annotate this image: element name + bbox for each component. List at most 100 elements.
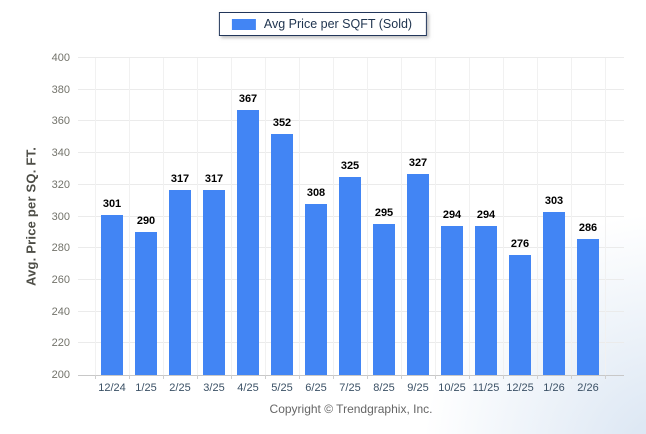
bar[interactable] bbox=[135, 232, 157, 375]
value-label: 303 bbox=[544, 194, 564, 207]
bar-slot: 290 1/25 bbox=[129, 58, 163, 394]
y-tick-label: 260 bbox=[51, 273, 70, 286]
bar[interactable] bbox=[305, 203, 327, 375]
value-label: 276 bbox=[510, 237, 530, 250]
value-label: 367 bbox=[238, 93, 258, 106]
x-tick-mark bbox=[605, 375, 606, 379]
vertical-grid-line bbox=[197, 58, 198, 375]
value-label: 295 bbox=[374, 207, 394, 220]
x-axis-label: 1/25 bbox=[135, 382, 157, 394]
bar[interactable] bbox=[203, 189, 225, 375]
value-label: 327 bbox=[408, 156, 428, 169]
x-tick-mark bbox=[469, 375, 470, 379]
bar[interactable] bbox=[407, 173, 429, 375]
y-tick-label: 200 bbox=[51, 369, 70, 381]
x-tick-mark bbox=[197, 375, 198, 379]
vertical-grid-line bbox=[299, 58, 300, 375]
vertical-grid-line bbox=[537, 58, 538, 375]
bar-slot: 294 10/25 bbox=[435, 58, 469, 394]
x-axis-label: 5/25 bbox=[271, 382, 293, 394]
value-label: 317 bbox=[170, 172, 190, 185]
bar[interactable] bbox=[509, 254, 531, 375]
vertical-grid-line bbox=[231, 58, 232, 375]
value-label: 294 bbox=[442, 209, 462, 222]
value-label: 290 bbox=[136, 215, 156, 228]
value-label: 294 bbox=[476, 209, 496, 222]
x-axis-label: 2/25 bbox=[169, 382, 191, 394]
x-tick-mark bbox=[571, 375, 572, 379]
y-tick-label: 380 bbox=[51, 83, 70, 96]
bar-slot: 317 3/25 bbox=[197, 58, 231, 394]
bar[interactable] bbox=[373, 224, 395, 375]
bar[interactable] bbox=[543, 211, 565, 375]
bar-slot: 325 7/25 bbox=[333, 58, 367, 394]
bar-slot: 301 12/24 bbox=[95, 58, 129, 394]
bar-slot: 308 6/25 bbox=[299, 58, 333, 394]
bar-slot: 317 2/25 bbox=[163, 58, 197, 394]
vertical-grid-line bbox=[435, 58, 436, 375]
vertical-grid-line bbox=[95, 58, 96, 375]
grid-line bbox=[78, 120, 624, 122]
y-tick-label: 400 bbox=[51, 52, 70, 64]
legend-label: Avg Price per SQFT (Sold) bbox=[263, 17, 413, 31]
x-tick-mark bbox=[231, 375, 232, 379]
legend[interactable]: Avg Price per SQFT (Sold) bbox=[218, 12, 428, 36]
legend-swatch-icon bbox=[231, 18, 256, 30]
vertical-grid-line bbox=[401, 58, 402, 375]
bar[interactable] bbox=[271, 134, 293, 375]
x-axis-label: 7/25 bbox=[339, 382, 361, 394]
copyright-text: Copyright © Trendgraphix, Inc. bbox=[269, 402, 433, 416]
bar[interactable] bbox=[577, 238, 599, 375]
bar[interactable] bbox=[339, 176, 361, 375]
y-tick-label: 360 bbox=[51, 115, 70, 128]
x-axis-label: 3/25 bbox=[203, 382, 225, 394]
bar-slot: 367 4/25 bbox=[231, 58, 265, 394]
x-axis-label: 10/25 bbox=[438, 382, 466, 394]
x-tick-mark bbox=[299, 375, 300, 379]
vertical-grid-line bbox=[571, 58, 572, 375]
vertical-grid-line bbox=[163, 58, 164, 375]
bar[interactable] bbox=[441, 226, 463, 375]
vertical-grid-line bbox=[367, 58, 368, 375]
x-axis-label: 1/26 bbox=[543, 382, 565, 394]
grid-line bbox=[78, 152, 624, 154]
x-axis-label: 4/25 bbox=[237, 382, 259, 394]
vertical-grid-line bbox=[265, 58, 266, 375]
x-tick-mark bbox=[435, 375, 436, 379]
x-axis-label: 8/25 bbox=[373, 382, 395, 394]
bar-slot: 294 11/25 bbox=[469, 58, 503, 394]
value-label: 308 bbox=[306, 186, 326, 199]
value-label: 286 bbox=[578, 221, 598, 234]
vertical-grid-line bbox=[129, 58, 130, 375]
x-axis-label: 12/24 bbox=[98, 382, 126, 394]
x-tick-mark bbox=[503, 375, 504, 379]
bar[interactable] bbox=[475, 226, 497, 375]
x-axis-label: 12/25 bbox=[506, 382, 534, 394]
bar-slot: 352 5/25 bbox=[265, 58, 299, 394]
bar[interactable] bbox=[101, 214, 123, 375]
bar-slot: 303 1/26 bbox=[537, 58, 571, 394]
value-label: 301 bbox=[102, 197, 122, 210]
x-tick-mark bbox=[537, 375, 538, 379]
x-tick-mark bbox=[333, 375, 334, 379]
bar[interactable] bbox=[169, 189, 191, 375]
bar[interactable] bbox=[237, 110, 259, 375]
y-tick-label: 320 bbox=[51, 178, 70, 191]
bar-slot: 295 8/25 bbox=[367, 58, 401, 394]
x-axis-label: 11/25 bbox=[472, 382, 500, 394]
y-tick-label: 280 bbox=[51, 242, 70, 255]
y-tick-label: 220 bbox=[51, 337, 70, 350]
y-tick-label: 300 bbox=[51, 210, 70, 223]
grid-line bbox=[78, 57, 624, 58]
x-tick-mark bbox=[163, 375, 164, 379]
value-label: 352 bbox=[272, 117, 292, 130]
grid-line bbox=[78, 88, 624, 90]
vertical-grid-line bbox=[605, 58, 606, 375]
x-tick-mark bbox=[367, 375, 368, 379]
x-tick-mark bbox=[95, 375, 96, 379]
x-tick-mark bbox=[129, 375, 130, 379]
y-tick-label: 240 bbox=[51, 305, 70, 318]
vertical-grid-line bbox=[333, 58, 334, 375]
x-tick-mark bbox=[401, 375, 402, 379]
